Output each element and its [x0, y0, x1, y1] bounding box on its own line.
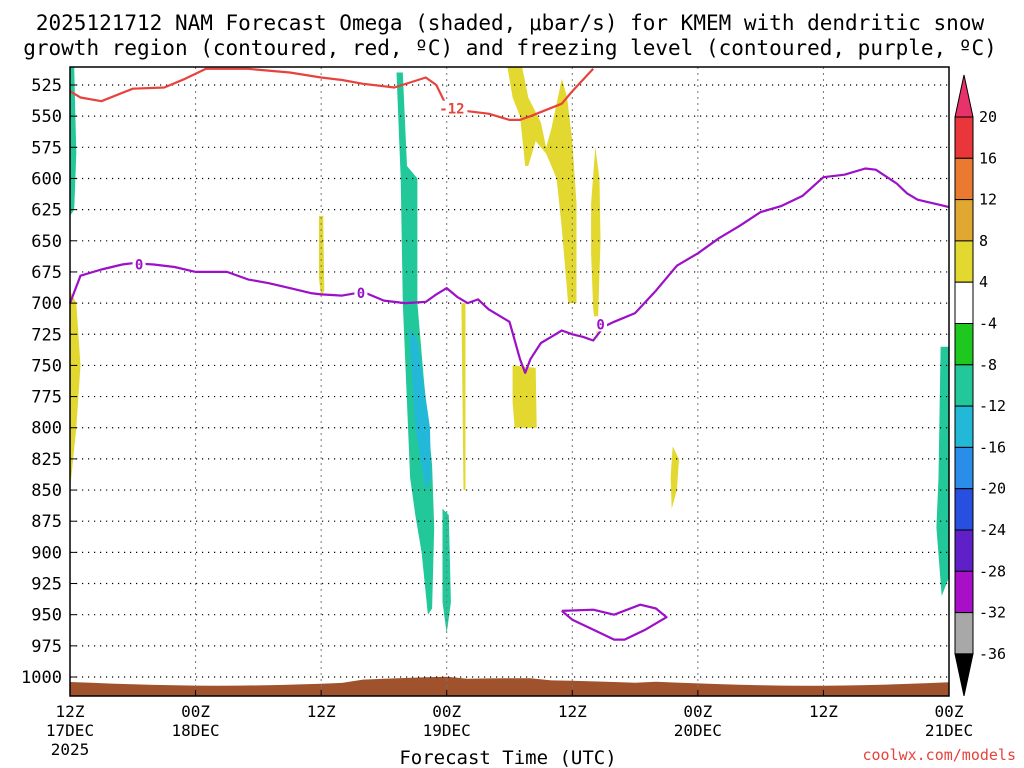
colorbar-segment: [954, 240, 974, 283]
y-tick-label: 825: [31, 450, 62, 470]
x-tick-label: 12Z: [307, 702, 336, 721]
contour-label-bg: [354, 285, 368, 301]
colorbar-segment: [954, 116, 974, 159]
y-tick-label: 900: [31, 543, 62, 563]
x-tick-label: 12Z: [558, 702, 587, 721]
x-tick-date-label: 20DEC: [674, 721, 722, 740]
contour-label-bg: [436, 100, 468, 116]
colorbar-segment: [954, 529, 974, 572]
colorbar-tick-label: -4: [979, 315, 997, 333]
contour-layer: -12 0 0 0: [68, 67, 950, 641]
omega-region-6: [319, 215, 325, 297]
omega-region-4: [936, 346, 949, 596]
colorbar: 20 16 12 8 4 -4 -8 -12 -16 -20 -24 -28 -32 -36: [954, 74, 1006, 697]
omega-region-2: [409, 328, 431, 491]
colorbar-tick-label: -32: [979, 604, 1006, 622]
y-tick-label: 925: [31, 575, 62, 595]
contour-line-0: [69, 67, 595, 121]
terrain-layer: [70, 676, 949, 696]
chart-title-line-1: 2025121712 NAM Forecast Omega (shaded, μ…: [36, 11, 985, 35]
y-tick-label: 775: [31, 388, 62, 408]
colorbar-segment: [954, 405, 974, 448]
colorbar-segment: [954, 612, 974, 655]
y-tick-label: 575: [31, 138, 62, 158]
y-tick-label: 800: [31, 419, 62, 439]
y-tick-label: 600: [31, 169, 62, 189]
colorbar-top-arrow: [954, 74, 974, 118]
contour-label-bg: [594, 316, 608, 332]
colorbar-segment: [954, 199, 974, 242]
colorbar-tick-label: -24: [979, 521, 1006, 539]
y-tick-label: 700: [31, 294, 62, 314]
x-tick-label: 00Z: [181, 702, 210, 721]
x-tick-date-label: 19DEC: [423, 721, 471, 740]
y-tick-label: 950: [31, 606, 62, 626]
omega-region-11: [670, 446, 679, 509]
colorbar-segment: [954, 157, 974, 201]
x-tick-label: 12Z: [809, 702, 838, 721]
y-tick-label: 675: [31, 263, 62, 283]
colorbar-tick-label: -36: [979, 645, 1006, 663]
colorbar-tick-label: -20: [979, 480, 1006, 498]
terrain-fill: [70, 676, 949, 696]
x-tick-date-label: 17DEC: [46, 721, 94, 740]
y-tick-label: 725: [31, 325, 62, 345]
colorbar-tick-label: 12: [979, 191, 997, 209]
plot-frame: [69, 66, 950, 697]
x-tick-label: 00Z: [935, 702, 964, 721]
x-tick-label: 00Z: [432, 702, 461, 721]
colorbar-tick-label: -8: [979, 356, 997, 374]
y-tick-label: 875: [31, 512, 62, 532]
contour-label: 0: [596, 317, 604, 333]
colorbar-segment: [954, 570, 974, 614]
colorbar-tick-label: -28: [979, 562, 1006, 580]
contour-line-1: [68, 167, 950, 374]
omega-region-10: [591, 147, 601, 341]
y-axis: 525 550 575 600 625 650 675 700 725 750 775 800 825 8…: [21, 76, 76, 688]
colorbar-segment: [954, 488, 974, 531]
colorbar-segment: [954, 323, 974, 366]
colorbar-tick-label: -16: [979, 438, 1006, 456]
colorbar-tick-label: -12: [979, 397, 1006, 415]
y-tick-label: 1000: [21, 668, 62, 688]
colorbar-tick-label: 8: [979, 232, 988, 250]
omega-region-7: [461, 303, 466, 491]
chart-title-line-2: growth region (contoured, red, ºC) and f…: [23, 36, 997, 60]
colorbar-tick-label: 20: [979, 108, 997, 126]
x-tick-label: 00Z: [683, 702, 712, 721]
y-tick-label: 850: [31, 481, 62, 501]
contour-label-bg: [132, 256, 146, 272]
y-tick-label: 625: [31, 201, 62, 221]
contour-label: -12: [439, 102, 464, 118]
contour-label: 0: [357, 286, 365, 302]
colorbar-segment: [954, 446, 974, 490]
omega-region-5: [70, 290, 81, 491]
contour-line-2: [561, 603, 668, 641]
x-tick-label: 12Z: [56, 702, 85, 721]
omega-shading-layer: [70, 67, 949, 634]
omega-region-9: [512, 365, 537, 428]
y-tick-label: 525: [31, 76, 62, 96]
colorbar-segment: [954, 364, 974, 407]
colorbar-bottom-arrow: [954, 653, 974, 697]
colorbar-segment: [954, 281, 974, 325]
x-axis-label: Forecast Time (UTC): [399, 747, 616, 768]
credit-text: coolwx.com/models: [862, 746, 1016, 764]
contour-label: 0: [135, 257, 143, 273]
grid-layer: [69, 67, 950, 696]
y-tick-label: 650: [31, 232, 62, 252]
omega-region-8: [507, 67, 577, 304]
y-tick-label: 550: [31, 107, 62, 127]
colorbar-tick-label: 16: [979, 149, 997, 167]
y-tick-label: 975: [31, 637, 62, 657]
plot-area: [70, 67, 949, 696]
y-tick-label: 750: [31, 356, 62, 376]
x-tick-date-label: 21DEC: [925, 721, 973, 740]
x-tick-year-label: 2025: [51, 740, 90, 759]
x-tick-date-label: 18DEC: [171, 721, 219, 740]
colorbar-tick-label: 4: [979, 273, 988, 291]
